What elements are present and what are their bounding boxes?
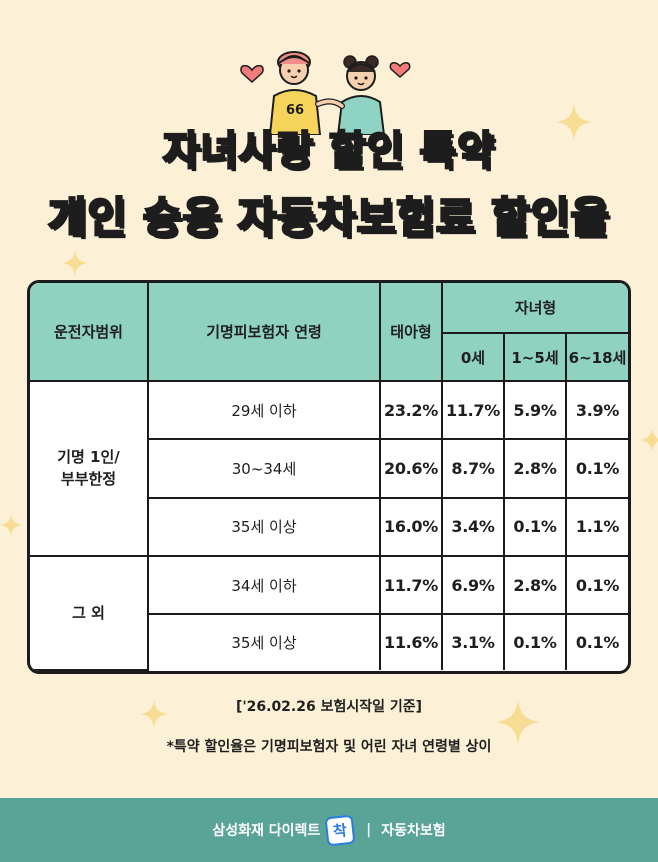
table-row: 35세 이상 11.6% 3.1% 0.1% 0.1%: [30, 613, 628, 670]
group-label-other: 그 외: [30, 554, 149, 671]
rate-cell: 0.1%: [564, 613, 628, 670]
rate-cell: 0.1%: [564, 554, 628, 616]
rate-cell: 3.9%: [564, 379, 628, 441]
brand-name: 삼성화재 다이렉트: [212, 823, 321, 839]
age-cell: 35세 이상: [148, 613, 381, 670]
sparkle-icon: [62, 250, 88, 276]
header-child-age-1-5: 1~5세: [503, 332, 567, 382]
rate-cell: 20.6%: [379, 438, 443, 499]
heart-icon: [389, 61, 411, 79]
product-name: 자동차보험: [381, 823, 446, 839]
title-line-2: 개인 승용 자동차보험료 할인율: [47, 192, 611, 244]
header-child-age-0: 0세: [442, 332, 505, 382]
jersey-number: 66: [286, 103, 304, 118]
rate-cell: 2.8%: [503, 554, 567, 616]
header-child-type: 자녀형: [440, 283, 628, 334]
rate-cell: 3.4%: [441, 496, 505, 557]
header-driver-scope: 운전자범위: [30, 283, 149, 382]
footer-bar: 삼성화재 다이렉트 착 | 자동차보험: [0, 798, 658, 862]
rate-cell: 0.1%: [503, 496, 567, 557]
group-label-named: 기명 1인/ 부부한정: [30, 380, 149, 557]
rate-cell: 11.7%: [379, 554, 443, 616]
rate-cell: 16.0%: [379, 496, 443, 557]
children-illustration: 66: [240, 51, 411, 135]
sparkle-icon: [140, 700, 168, 728]
rate-cell: 0.1%: [564, 438, 628, 499]
rate-cell: 1.1%: [564, 496, 628, 557]
header-child-age-6-18: 6~18세: [564, 332, 628, 382]
sparkle-icon: [496, 700, 540, 744]
table-row: 35세 이상 16.0% 3.4% 0.1% 1.1%: [30, 496, 628, 557]
sparkle-icon: [640, 428, 658, 452]
group-label-line: 부부한정: [60, 470, 117, 489]
group-label-line: 기명 1인/: [57, 448, 120, 467]
discount-rate-table: 운전자범위 기명피보험자 연령 태아형 자녀형 0세 1~5세 6~18세 기명…: [27, 280, 631, 674]
sparkle-icon: [0, 514, 22, 536]
age-cell: 35세 이상: [148, 496, 381, 557]
age-cell: 29세 이하: [147, 379, 381, 441]
rate-cell: 3.1%: [441, 613, 505, 670]
rate-cell: 8.7%: [441, 438, 505, 499]
sparkle-icon: [556, 104, 592, 140]
rate-cell: 11.6%: [379, 613, 443, 670]
footer-separator: |: [366, 822, 372, 838]
rate-cell: 2.8%: [503, 438, 567, 499]
group-label-line: 그 외: [72, 603, 105, 622]
header-fetal-type: 태아형: [379, 283, 443, 382]
age-cell: 34세 이하: [147, 554, 381, 616]
rate-cell: 6.9%: [441, 554, 505, 616]
header-insured-age: 기명피보험자 연령: [147, 283, 381, 382]
rate-cell: 0.1%: [503, 613, 567, 670]
heart-icon: [240, 64, 264, 84]
table-row: 30~34세 20.6% 8.7% 2.8% 0.1%: [30, 438, 628, 499]
table-row: 기명 1인/ 부부한정 29세 이하 23.2% 11.7% 5.9% 3.9%: [30, 379, 628, 557]
title-line-1: 자녀사랑 할인 특약: [162, 127, 496, 176]
disclaimer-note: *특약 할인율은 기명피보험자 및 어린 자녀 연령별 상이: [166, 739, 492, 755]
rate-cell: 11.7%: [441, 379, 505, 441]
table-row: 그 외 34세 이하 11.7% 6.9% 2.8% 0.1%: [30, 554, 628, 671]
date-basis-note: ['26.02.26 보험시작일 기준]: [235, 699, 423, 715]
chak-logo: 착: [324, 814, 356, 846]
rate-cell: 5.9%: [503, 379, 567, 441]
rate-cell: 23.2%: [379, 379, 443, 441]
age-cell: 30~34세: [148, 438, 381, 499]
